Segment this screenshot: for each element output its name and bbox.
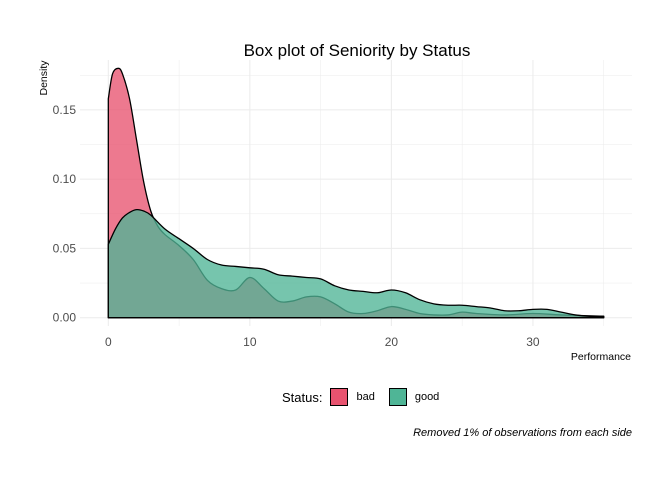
x-tick-label: 20 [385,335,399,349]
x-tick-label: 30 [526,335,540,349]
y-tick-label: 0.05 [53,241,77,255]
legend-title: Status: [282,389,323,405]
y-axis-label: Density [38,60,50,96]
x-tick-label: 10 [243,335,257,349]
legend-key-bad [330,388,349,406]
density-area-good [107,208,605,319]
x-axis-label: Performance [571,351,631,363]
legend-key-good [388,388,407,406]
legend: Status: bad good [282,384,453,410]
y-tick-label: 0.10 [53,172,77,186]
legend-label-bad: bad [356,391,375,403]
legend-label-good: good [414,391,440,403]
axis-ticks: 0 10 20 30 0.00 0.05 0.10 0.15 [53,103,540,349]
y-tick-label: 0.00 [53,311,77,325]
density-areas [107,67,605,319]
chart-title: Box plot of Seniority by Status [244,41,471,60]
chart-caption: Removed 1% of observations from each sid… [413,427,632,439]
y-tick-label: 0.15 [53,103,77,117]
x-tick-label: 0 [105,335,112,349]
